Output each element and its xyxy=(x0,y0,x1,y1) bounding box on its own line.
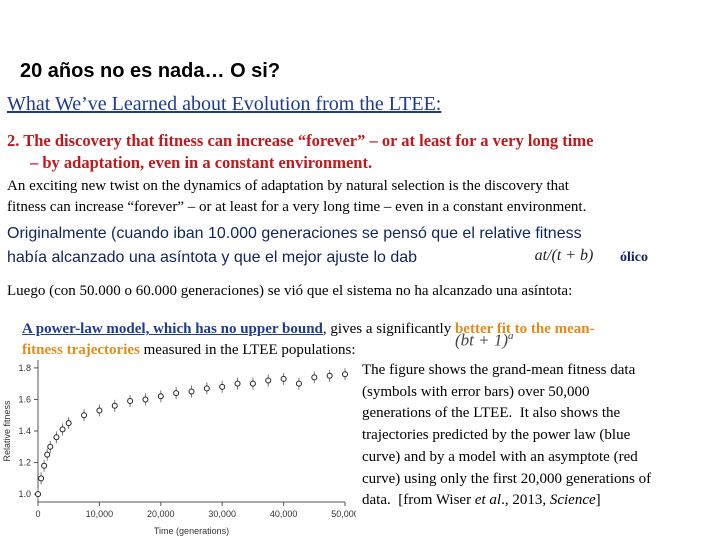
caption-line: curve) using only the first 20,000 gener… xyxy=(362,470,652,487)
data-point xyxy=(295,380,302,387)
data-point xyxy=(142,396,149,403)
paragraph-line: Luego (con 50.000 o 60.000 generaciones)… xyxy=(7,283,573,299)
y-tick-label: 1.4 xyxy=(18,426,31,436)
highlight: fitness trajectories xyxy=(22,342,140,358)
data-point xyxy=(234,380,241,387)
caption-line: data. [from Wiser et al., 2013, Science] xyxy=(362,490,651,512)
caption-part: Science xyxy=(549,492,596,509)
data-point xyxy=(47,443,54,450)
x-tick-label: 20,000 xyxy=(147,509,175,519)
data-point xyxy=(59,426,66,433)
data-point xyxy=(35,491,41,498)
data-point xyxy=(157,393,164,400)
data-point xyxy=(203,385,210,392)
y-axis-label: Relative fitness xyxy=(2,400,12,462)
y-tick-label: 1.8 xyxy=(18,363,31,373)
paragraph-end: ólico xyxy=(620,250,648,265)
caption-line: The figure shows the grand-mean fitness … xyxy=(362,362,636,378)
formula-base: (bt + 1) xyxy=(455,330,509,350)
formula-exp: a xyxy=(508,330,514,342)
paragraph-line: Originalmente (cuando iban 10.000 genera… xyxy=(7,225,582,242)
x-tick-label: 0 xyxy=(35,509,40,519)
figure: 1.0 1.2 1.4 1.6 1.8 0 10,000 20,000 30,000 40,000… xyxy=(2,360,356,536)
data-point xyxy=(44,451,51,458)
text: , gives a significantly xyxy=(322,321,455,337)
x-axis-label: Time (generations) xyxy=(154,526,229,536)
formula: at/(t + b) xyxy=(508,247,620,271)
data-point xyxy=(111,402,118,409)
data-point xyxy=(127,398,134,405)
caption-part: data. [from Wiser xyxy=(362,492,475,509)
link-text: A power-law model, which has no upper bo… xyxy=(22,321,323,337)
data-point xyxy=(311,374,318,381)
caption: The figure shows the grand-mean fitness … xyxy=(362,360,651,512)
paragraph-line: había alcanzado una asíntota y que el me… xyxy=(7,249,418,266)
text: measured in the LTEE populations: xyxy=(139,342,356,358)
data-point xyxy=(219,383,226,390)
subtitle: What We’ve Learned about Evolution from … xyxy=(7,93,442,115)
y-tick-label: 1.6 xyxy=(18,394,31,404)
x-tick-label: 10,000 xyxy=(86,509,114,519)
title: 20 años no es nada… O si? xyxy=(20,60,281,82)
point-line: – by adaptation, even in a constant envi… xyxy=(30,153,373,172)
paragraph-line: fitness trajectories measured in the LTE… xyxy=(7,325,356,376)
y-tick-label: 1.0 xyxy=(18,489,31,499)
x-tick-label: 50,000 xyxy=(331,509,356,519)
caption-line: generations of the LTEE. It also shows t… xyxy=(362,405,621,422)
data-point xyxy=(342,371,348,378)
data-point xyxy=(38,475,45,482)
data-point xyxy=(81,412,88,419)
paragraph-line: A power-law model, which has no upper bo… xyxy=(7,304,595,355)
highlight: better fit to the mean- xyxy=(454,321,595,337)
data-point xyxy=(173,390,180,397)
data-point xyxy=(280,375,287,382)
paragraph-line: fitness can increase “forever” – or at l… xyxy=(7,199,587,215)
paragraph-line: An exciting new twist on the dynamics of… xyxy=(7,178,569,194)
point-line: 2. The discovery that fitness can increa… xyxy=(7,131,594,150)
data-point xyxy=(96,407,103,414)
data-point xyxy=(265,377,272,384)
data-point xyxy=(41,462,48,469)
caption-line: trajectories predicted by the power law … xyxy=(362,427,631,444)
caption-part: ] xyxy=(595,492,601,509)
caption-line: curve) and by a model with an asymptote … xyxy=(362,448,638,465)
x-tick-label: 30,000 xyxy=(208,509,236,519)
data-point xyxy=(249,380,256,387)
x-tick-label: 40,000 xyxy=(270,509,298,519)
caption-line: (symbols with error bars) over 50,000 xyxy=(362,383,590,400)
data-point xyxy=(326,372,333,379)
caption-part: et al xyxy=(474,492,502,509)
caption-part: ., 2013, xyxy=(501,492,550,509)
y-tick-label: 1.2 xyxy=(18,458,31,468)
data-point xyxy=(53,434,60,441)
data-point xyxy=(65,420,72,427)
data-point xyxy=(188,388,195,395)
formula: (bt + 1)a xyxy=(455,330,514,351)
